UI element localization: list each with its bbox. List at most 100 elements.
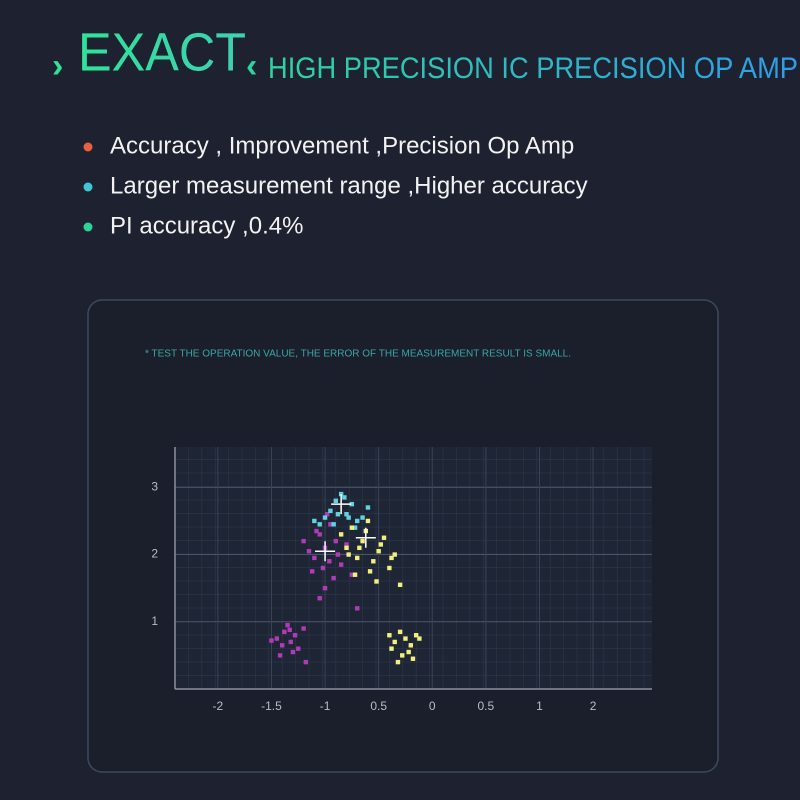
point bbox=[333, 538, 338, 544]
point bbox=[392, 552, 397, 557]
arrow-left: › bbox=[52, 47, 63, 85]
point bbox=[325, 512, 330, 517]
point bbox=[374, 579, 379, 584]
point bbox=[269, 638, 274, 643]
point bbox=[392, 639, 397, 645]
point bbox=[335, 512, 341, 517]
point bbox=[344, 542, 349, 547]
center-marker bbox=[355, 527, 376, 548]
brand: EXACT bbox=[78, 22, 246, 82]
x-tick-label: 0.5 bbox=[478, 699, 495, 713]
bullet-text: Larger measurement range ,Higher accurac… bbox=[110, 172, 588, 199]
point bbox=[277, 653, 283, 658]
point bbox=[352, 572, 358, 577]
x-tick-label: 2 bbox=[590, 699, 597, 713]
x-tick-label: 0.5 bbox=[370, 699, 387, 713]
point bbox=[274, 636, 280, 641]
bullet-dot bbox=[83, 222, 93, 232]
point bbox=[328, 508, 333, 514]
arrow-right: ‹ bbox=[246, 47, 257, 85]
point bbox=[349, 501, 355, 507]
point bbox=[314, 528, 319, 534]
y-tick-label: 2 bbox=[151, 547, 158, 561]
x-tick-label: -2 bbox=[213, 699, 224, 713]
point bbox=[406, 649, 411, 655]
point bbox=[371, 559, 376, 564]
point bbox=[346, 515, 351, 520]
point bbox=[296, 646, 301, 651]
point bbox=[282, 629, 287, 635]
subtitle: HIGH PRECISION IC PRECISION OP AMP bbox=[268, 52, 798, 85]
point bbox=[317, 522, 322, 527]
point bbox=[317, 532, 322, 537]
point bbox=[376, 548, 381, 554]
point bbox=[403, 636, 408, 641]
point bbox=[322, 585, 328, 591]
bullet-list: Accuracy , Improvement ,Precision Op Amp… bbox=[83, 132, 588, 239]
point bbox=[338, 532, 344, 537]
point bbox=[331, 575, 336, 581]
point bbox=[328, 522, 333, 527]
point bbox=[387, 633, 392, 638]
point bbox=[400, 653, 405, 658]
point bbox=[301, 626, 306, 631]
point bbox=[301, 538, 306, 544]
point bbox=[322, 515, 328, 520]
point bbox=[357, 545, 362, 551]
point bbox=[408, 643, 414, 648]
point bbox=[417, 636, 422, 641]
point bbox=[306, 548, 312, 554]
point bbox=[287, 627, 292, 633]
point bbox=[338, 491, 344, 497]
chart-note: * TEST THE OPERATION VALUE, THE ERROR OF… bbox=[145, 349, 571, 360]
bullet-dot bbox=[83, 182, 93, 192]
point bbox=[279, 643, 285, 648]
point bbox=[349, 572, 355, 577]
point bbox=[387, 565, 392, 571]
point bbox=[312, 518, 317, 524]
point bbox=[338, 562, 344, 567]
point bbox=[292, 633, 298, 638]
point bbox=[290, 649, 296, 655]
point bbox=[355, 518, 360, 524]
plot: 1 2 3 -2 -1.5 -1 0.5 0 0.5 1 2 bbox=[151, 447, 652, 713]
point bbox=[355, 606, 360, 611]
point bbox=[317, 596, 322, 601]
point bbox=[360, 538, 365, 544]
x-tick-label: 1 bbox=[536, 699, 543, 713]
point bbox=[352, 525, 358, 530]
point bbox=[288, 639, 293, 645]
point bbox=[410, 656, 416, 661]
point bbox=[333, 498, 338, 503]
point bbox=[331, 522, 336, 527]
point bbox=[367, 569, 373, 574]
point bbox=[378, 542, 384, 547]
point bbox=[303, 659, 308, 665]
point bbox=[335, 552, 341, 557]
x-tick-label: -1 bbox=[320, 699, 331, 713]
x-tick-label: -1.5 bbox=[261, 699, 282, 713]
point bbox=[342, 495, 347, 500]
point bbox=[355, 555, 360, 561]
point bbox=[365, 518, 371, 524]
point bbox=[365, 505, 371, 510]
center-marker bbox=[331, 494, 352, 515]
point bbox=[349, 525, 355, 530]
plot-area bbox=[175, 447, 652, 689]
y-tick-label: 1 bbox=[151, 614, 158, 628]
point bbox=[397, 582, 403, 588]
point bbox=[344, 545, 349, 551]
point bbox=[327, 559, 332, 564]
point bbox=[310, 569, 315, 574]
bullet-text: Accuracy , Improvement ,Precision Op Amp bbox=[110, 132, 574, 159]
point bbox=[360, 515, 365, 520]
bullet-text: PI accuracy ,0.4% bbox=[110, 212, 303, 239]
point bbox=[285, 622, 290, 628]
point bbox=[389, 555, 394, 561]
x-tick-label: 0 bbox=[429, 699, 436, 713]
point bbox=[389, 646, 394, 651]
center-marker bbox=[315, 541, 336, 562]
point bbox=[381, 535, 387, 540]
